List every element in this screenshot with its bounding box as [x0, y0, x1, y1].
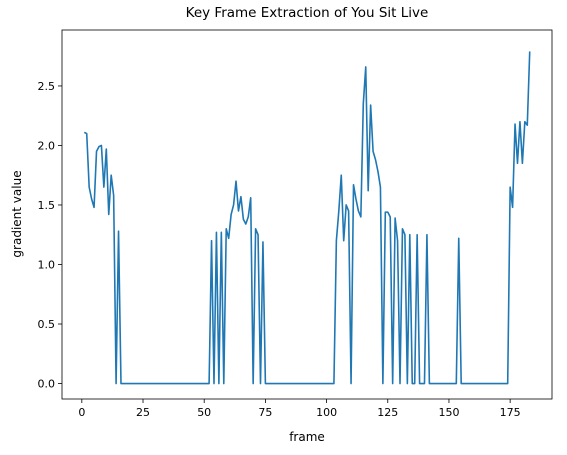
y-axis-label: gradient value	[10, 170, 24, 257]
x-tick-label: 75	[258, 406, 272, 419]
x-tick-label: 50	[197, 406, 211, 419]
data-line	[83, 51, 531, 385]
x-tick-label: 150	[438, 406, 459, 419]
y-tick-label: 2.0	[38, 139, 56, 152]
x-tick-label: 125	[377, 406, 398, 419]
x-axis-label: frame	[289, 430, 325, 444]
x-tick-label: 0	[78, 406, 85, 419]
y-tick-label: 1.0	[38, 258, 56, 271]
y-tick-label: 1.5	[38, 199, 56, 212]
y-tick-label: 0.0	[38, 378, 56, 391]
y-tick-label: 2.5	[38, 80, 56, 93]
x-tick-label: 175	[500, 406, 521, 419]
x-tick-label: 100	[316, 406, 337, 419]
chart-title: Key Frame Extraction of You Sit Live	[186, 5, 429, 21]
x-tick-label: 25	[136, 406, 150, 419]
y-tick-label: 0.5	[38, 318, 56, 331]
plot-frame	[61, 29, 553, 400]
